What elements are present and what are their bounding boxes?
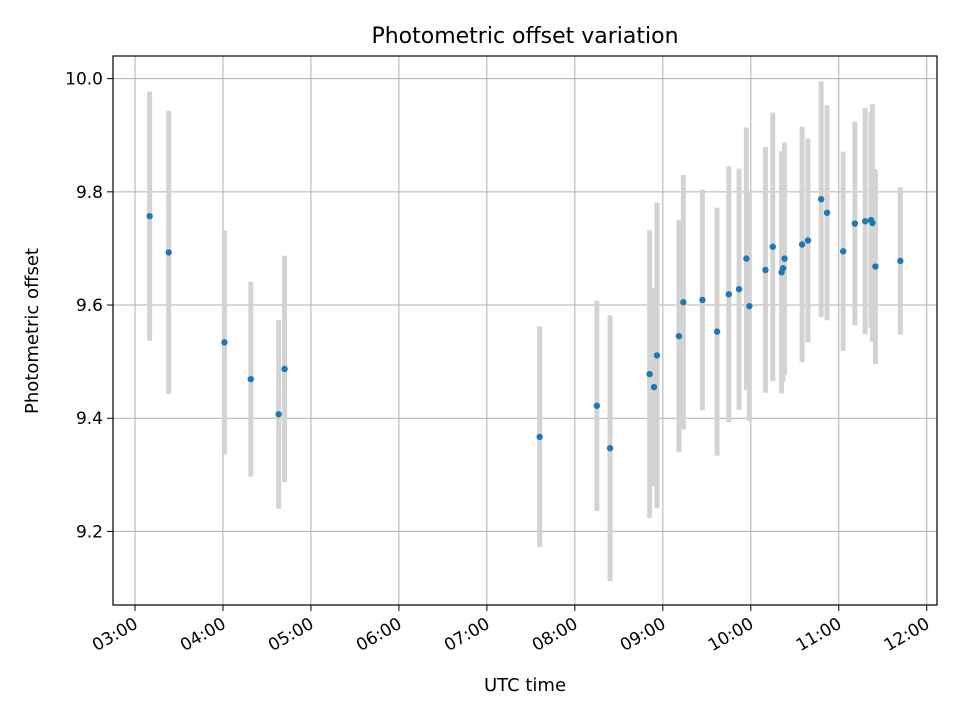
data-point [839,248,847,255]
y-tick-label: 9.2 [76,522,103,542]
data-point [606,445,614,452]
data-point [746,302,753,310]
data-point [743,255,750,262]
data-point [897,257,904,265]
data-point [646,370,653,378]
plot-frame [112,55,938,606]
data-point [861,218,869,225]
data-point [781,255,788,262]
data-points [146,195,904,452]
data-point [593,402,601,409]
data-point [769,243,776,250]
y-axis-label: Photometric offset [22,248,43,414]
x-axis-label: UTC time [484,675,566,696]
data-point [851,220,859,227]
data-point [804,237,812,244]
data-point [713,328,721,335]
data-point [281,365,288,373]
data-point [221,339,228,346]
data-point [247,375,255,383]
data-point [762,266,769,274]
data-point [779,265,787,272]
data-point [735,285,743,293]
data-point [165,249,172,256]
data-point [725,291,733,298]
data-point [869,219,876,227]
y-tick-label: 9.4 [76,409,103,429]
data-point [680,299,687,306]
data-point [650,383,658,391]
chart-title: Photometric offset variation [371,24,678,49]
data-point [872,263,879,270]
data-point [699,296,706,304]
data-point [275,411,282,418]
y-tick-label: 10.0 [65,70,103,90]
y-axis-ticks: 9.2 9.4 9.6 9.8 10.0 [65,70,113,542]
data-point [798,241,806,248]
y-tick-label: 9.8 [76,183,103,203]
data-point [536,433,543,441]
y-tick-label: 9.6 [76,296,103,316]
data-point [146,212,153,220]
data-point [817,195,825,203]
data-point [653,352,661,359]
data-point [675,332,683,340]
data-point [823,209,831,216]
